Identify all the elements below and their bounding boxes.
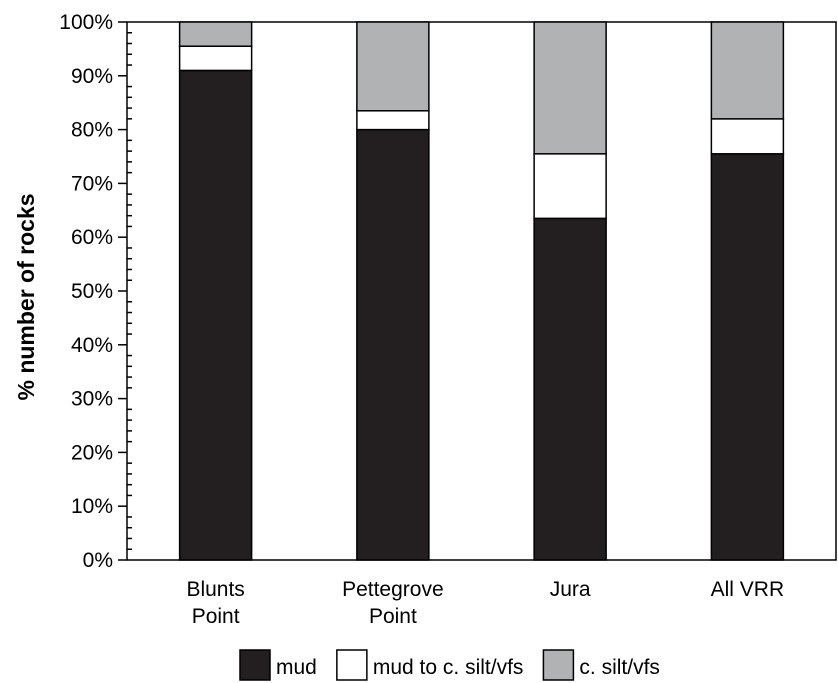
x-tick-label: Point	[192, 605, 240, 628]
y-tick-label: 100%	[59, 11, 113, 34]
y-axis-title: % number of rocks	[13, 193, 39, 400]
bar-segment-mud-4	[710, 153, 785, 561]
x-tick-label: Blunts	[186, 578, 244, 601]
legend-label-1: mud	[276, 656, 317, 679]
bar-segment-mud-to-c-silt-vfs-1	[178, 45, 253, 72]
y-tick-label: 70%	[71, 172, 113, 195]
bar-segment-c-silt-vfs-1	[178, 21, 253, 47]
y-tick-label: 50%	[71, 280, 113, 303]
x-axis: Blunts Point Pettegrove Point Jura All VRR	[186, 578, 784, 628]
y-tick-label: 0%	[83, 549, 113, 572]
bar-segment-mud-to-c-silt-vfs-4	[710, 118, 785, 155]
legend-label-3: c. silt/vfs	[579, 656, 660, 679]
bar-segment-mud-3	[533, 217, 607, 561]
y-axis: 0% 10% 20% 30% 40% 50% 60% 70% 80% 90% 100%	[59, 11, 132, 572]
y-tick-label: 80%	[71, 119, 113, 142]
legend-swatch-1	[239, 649, 271, 681]
y-tick-label: 30%	[71, 388, 113, 411]
bar-segment-mud-2	[356, 128, 430, 561]
bar-segment-c-silt-vfs-3	[533, 21, 607, 155]
legend-swatch-2	[336, 649, 368, 681]
y-tick-label: 10%	[71, 495, 113, 518]
y-tick-label: 40%	[71, 334, 113, 357]
legend-swatch-3	[542, 649, 575, 681]
bar-segment-c-silt-vfs-4	[710, 21, 785, 120]
y-tick-label: 60%	[71, 226, 113, 249]
bar-segment-c-silt-vfs-2	[356, 21, 430, 112]
bar-segment-mud-to-c-silt-vfs-3	[533, 153, 607, 220]
legend-label-2: mud to c. silt/vfs	[373, 656, 524, 679]
y-tick-label: 90%	[71, 65, 113, 88]
bar-segment-mud-1	[178, 69, 253, 561]
x-tick-label: All VRR	[711, 578, 785, 601]
x-tick-label: Point	[369, 605, 417, 628]
legend: mud mud to c. silt/vfs c. silt/vfs	[239, 649, 660, 681]
bar-segment-mud-to-c-silt-vfs-2	[356, 110, 430, 131]
x-tick-label: Pettegrove	[342, 578, 444, 601]
x-tick-label: Jura	[550, 578, 591, 601]
y-tick-label: 20%	[71, 441, 113, 464]
plot-area	[126, 21, 837, 561]
